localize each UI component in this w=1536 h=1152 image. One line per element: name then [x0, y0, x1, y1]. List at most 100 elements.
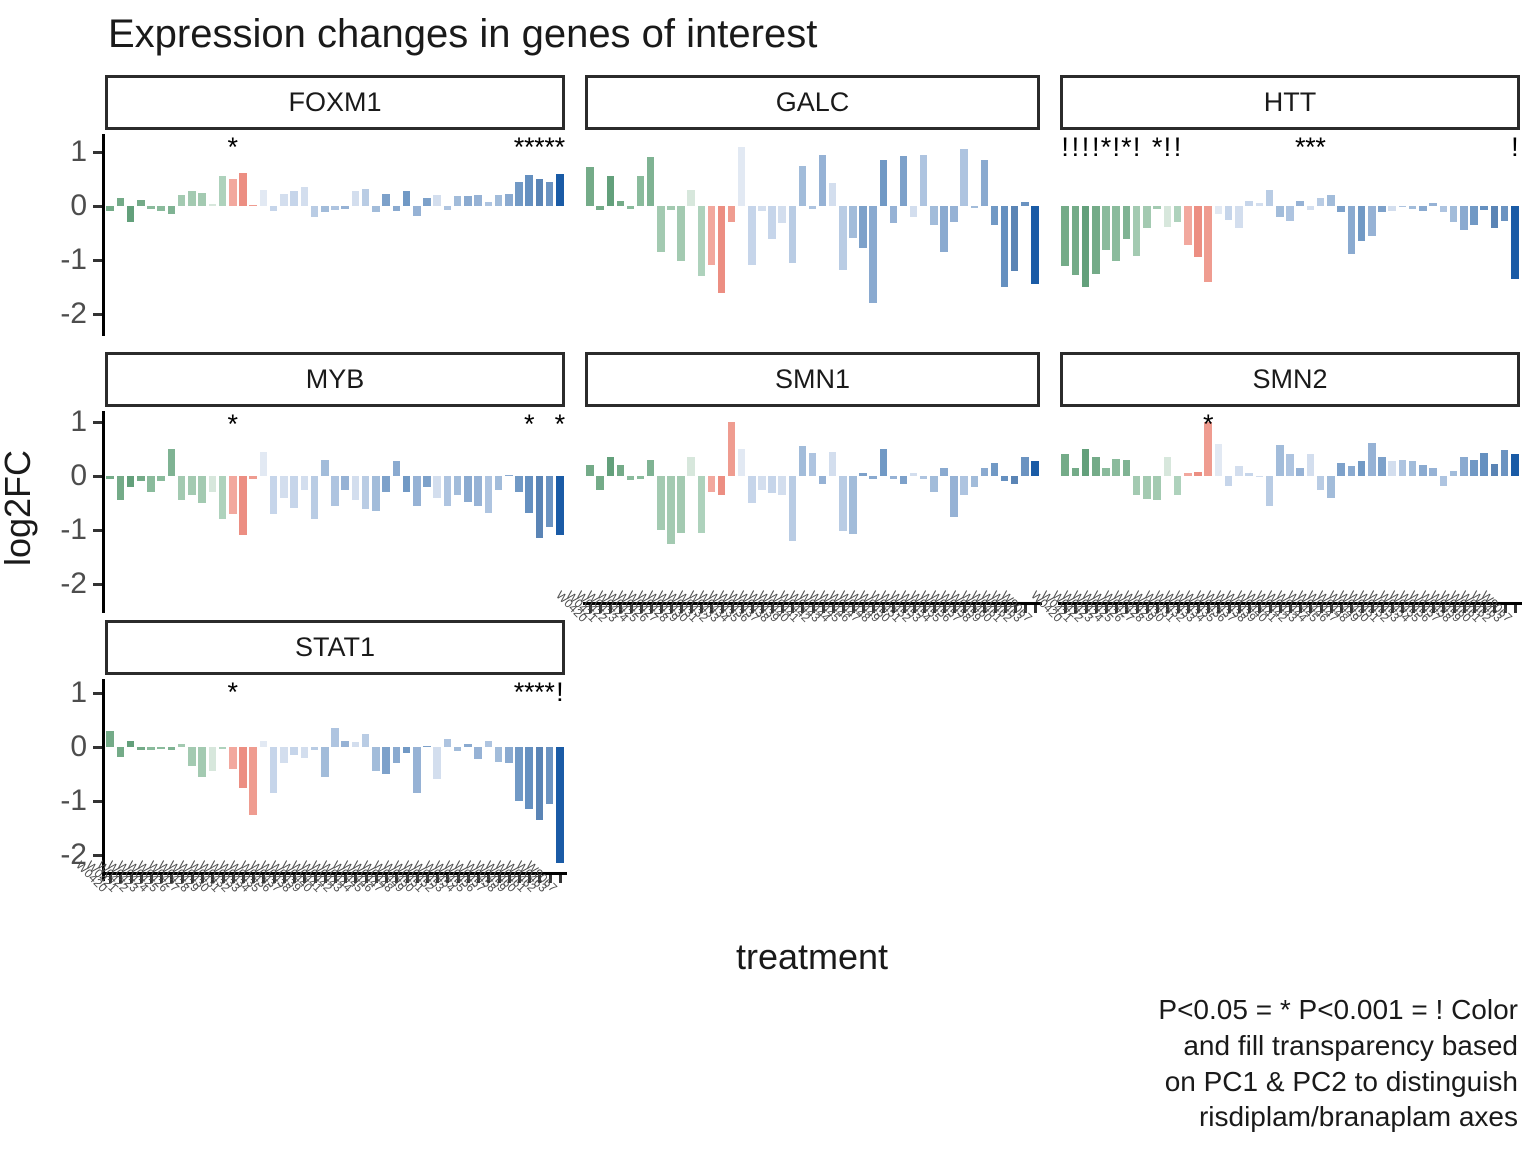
x-axis-line — [103, 872, 567, 875]
x-axis-tick — [548, 875, 552, 883]
caption-line: risdiplam/branaplam axes — [1198, 1101, 1518, 1133]
x-axis-tick — [1268, 605, 1272, 613]
x-axis-tick — [801, 605, 805, 613]
facet-label: SMN2 — [1252, 364, 1328, 394]
bar — [1255, 203, 1264, 206]
x-axis-tick — [1513, 605, 1517, 613]
bar — [667, 476, 675, 544]
bar — [545, 181, 554, 206]
bar — [909, 473, 918, 476]
bar — [677, 206, 685, 262]
bar — [839, 476, 847, 532]
bar — [1511, 454, 1519, 476]
bar — [505, 474, 513, 476]
bar — [788, 206, 796, 263]
bar — [453, 747, 462, 752]
bar — [990, 206, 999, 225]
y-axis-tick — [93, 151, 102, 154]
x-axis-tick — [589, 605, 593, 613]
bar — [1245, 473, 1253, 476]
facet-label: HTT — [1263, 87, 1317, 117]
x-axis-tick — [456, 875, 460, 883]
bar — [259, 740, 268, 747]
x-axis-tick — [690, 605, 694, 613]
bar — [636, 176, 645, 206]
x-axis-tick — [190, 875, 194, 883]
bar — [331, 728, 339, 747]
x-axis-tick — [1411, 605, 1415, 613]
bar — [1224, 206, 1233, 220]
bar — [382, 476, 390, 493]
bar — [596, 476, 604, 490]
bar — [980, 160, 989, 206]
bar — [535, 179, 544, 206]
x-axis-tick — [872, 605, 876, 613]
bar — [1296, 467, 1304, 476]
x-axis-tick — [1360, 605, 1364, 613]
bar — [1132, 206, 1141, 256]
bar — [433, 476, 441, 498]
bar — [657, 476, 665, 530]
x-axis-title: treatment — [735, 936, 889, 977]
x-axis-tick — [1391, 605, 1395, 613]
significance-mark: * — [1294, 132, 1306, 162]
bar — [768, 206, 776, 240]
x-axis-tick — [1125, 605, 1129, 613]
bar — [758, 476, 766, 490]
x-axis-tick — [710, 605, 714, 613]
bar — [423, 476, 431, 487]
bar — [402, 747, 411, 754]
bar — [269, 476, 278, 514]
x-axis-tick — [892, 605, 896, 613]
bar — [778, 206, 786, 224]
x-axis-tick — [293, 875, 297, 883]
x-axis-tick — [1145, 605, 1149, 613]
bar — [1398, 206, 1407, 208]
bar — [433, 195, 441, 206]
bar — [300, 187, 309, 206]
bar — [208, 747, 217, 772]
bar — [1419, 206, 1427, 212]
bar — [157, 206, 165, 212]
bar — [300, 747, 309, 758]
bar — [269, 206, 278, 212]
bar — [198, 747, 206, 777]
bar — [402, 190, 411, 206]
x-axis-tick — [1381, 605, 1384, 613]
bar — [249, 747, 257, 815]
bar — [1245, 200, 1253, 206]
bar — [697, 476, 705, 533]
bar — [727, 206, 736, 223]
y-tick-label: -2 — [60, 838, 87, 871]
bar — [545, 476, 554, 528]
bar — [474, 747, 482, 759]
x-axis-tick — [1370, 605, 1374, 613]
bar — [697, 206, 705, 277]
bar — [1122, 206, 1131, 240]
bar — [1378, 206, 1386, 213]
bar — [331, 206, 339, 211]
y-tick-label: 1 — [70, 405, 87, 438]
x-axis-tick — [303, 875, 307, 883]
bar — [990, 462, 999, 476]
bar — [280, 194, 288, 206]
bar — [525, 174, 533, 206]
bar — [1419, 465, 1427, 476]
y-tick-label: 1 — [70, 676, 87, 709]
facet-strip-smn1: SMN1 — [585, 352, 1040, 407]
bar — [1327, 476, 1335, 498]
y-axis-tick — [93, 583, 102, 586]
bar — [1337, 206, 1345, 213]
bar — [646, 157, 655, 206]
bar — [960, 476, 968, 495]
bar — [1010, 476, 1019, 485]
facet-label: MYB — [305, 364, 365, 394]
x-axis-tick — [659, 605, 663, 613]
x-axis-tick — [1105, 605, 1108, 613]
bar — [1021, 202, 1029, 206]
x-axis-tick — [791, 605, 795, 613]
bar — [950, 476, 958, 517]
bar — [1449, 206, 1458, 223]
bar — [198, 476, 206, 503]
facet-panel-myb: * * * — [105, 409, 565, 609]
